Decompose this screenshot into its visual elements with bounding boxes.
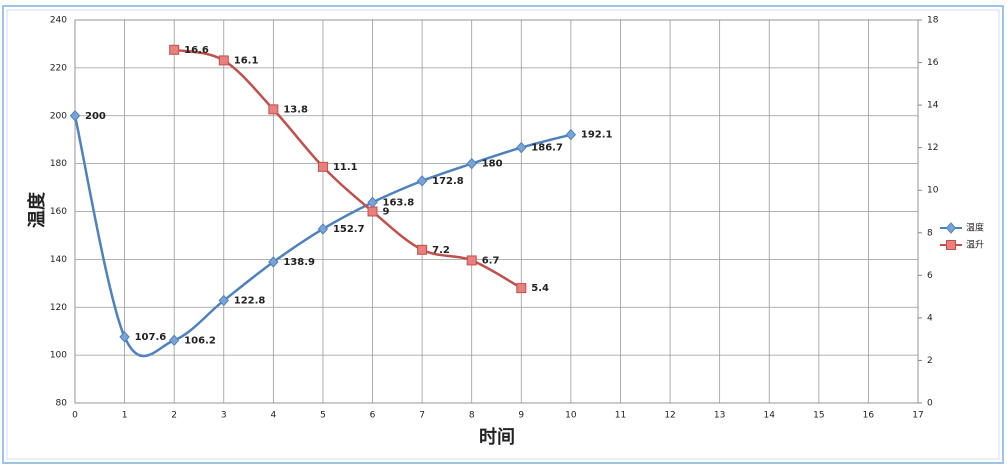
x-tick-label: 0 bbox=[72, 411, 78, 421]
x-tick-label: 15 bbox=[813, 411, 824, 421]
y-tick-label: 200 bbox=[50, 111, 67, 121]
data-label: 9 bbox=[383, 207, 390, 218]
data-label: 106.2 bbox=[184, 335, 216, 346]
legend-marker bbox=[946, 240, 956, 250]
y2-tick-label: 0 bbox=[927, 399, 933, 409]
x-axis-title: 时间 bbox=[479, 427, 515, 448]
series-line bbox=[173, 48, 522, 290]
data-label: 107.6 bbox=[135, 332, 167, 343]
x-tick-label: 2 bbox=[171, 411, 177, 421]
data-point bbox=[119, 331, 130, 343]
y2-tick-label: 4 bbox=[927, 313, 933, 323]
data-point bbox=[516, 141, 527, 154]
y-tick-label: 120 bbox=[50, 303, 67, 313]
data-label: 172.8 bbox=[432, 176, 464, 187]
data-point bbox=[317, 223, 329, 235]
x-tick-label: 10 bbox=[565, 411, 577, 421]
data-label: 122.8 bbox=[234, 296, 266, 307]
legend-marker bbox=[945, 222, 957, 234]
y-tick-label: 180 bbox=[50, 159, 67, 169]
y-tick-label: 220 bbox=[50, 63, 67, 73]
x-tick-label: 17 bbox=[912, 411, 923, 421]
data-point bbox=[169, 44, 180, 55]
data-point bbox=[466, 255, 477, 266]
y-tick-label: 100 bbox=[50, 351, 67, 361]
y2-tick-label: 8 bbox=[927, 228, 933, 238]
data-label: 11.1 bbox=[333, 162, 358, 173]
data-label: 192.1 bbox=[581, 130, 613, 141]
x-tick-label: 16 bbox=[863, 411, 875, 421]
data-point bbox=[367, 206, 378, 217]
data-point bbox=[268, 256, 279, 268]
y-tick-label: 80 bbox=[56, 399, 68, 409]
y2-tick-label: 18 bbox=[927, 16, 939, 26]
data-point bbox=[69, 110, 81, 122]
y-tick-label: 140 bbox=[50, 255, 67, 265]
y2-tick-label: 6 bbox=[927, 271, 933, 281]
legend-label: 温升 bbox=[966, 240, 984, 251]
y2-tick-label: 10 bbox=[927, 186, 939, 196]
y2-tick-label: 2 bbox=[927, 356, 933, 366]
data-label: 152.7 bbox=[333, 224, 365, 235]
data-label: 180 bbox=[482, 159, 503, 170]
data-label: 200 bbox=[85, 111, 106, 122]
data-point bbox=[218, 294, 229, 307]
data-point bbox=[317, 161, 328, 172]
data-label: 13.8 bbox=[283, 104, 308, 115]
x-tick-label: 14 bbox=[764, 411, 776, 421]
data-label: 6.7 bbox=[482, 255, 500, 266]
x-tick-label: 13 bbox=[714, 411, 725, 421]
data-label: 16.6 bbox=[184, 45, 209, 56]
x-tick-label: 6 bbox=[370, 411, 376, 421]
y-axis-title: 温度 bbox=[26, 191, 48, 228]
data-point bbox=[565, 128, 577, 141]
x-tick-label: 1 bbox=[122, 411, 128, 421]
x-tick-label: 7 bbox=[419, 411, 425, 421]
data-point bbox=[169, 334, 180, 347]
data-label: 7.2 bbox=[432, 245, 450, 256]
data-label: 16.1 bbox=[234, 55, 259, 66]
x-tick-label: 4 bbox=[270, 411, 276, 421]
data-label: 5.4 bbox=[531, 283, 549, 294]
x-tick-label: 3 bbox=[221, 411, 227, 421]
chart-frame-inner bbox=[6, 9, 1000, 460]
x-tick-label: 8 bbox=[469, 411, 475, 421]
y-tick-label: 160 bbox=[50, 207, 67, 217]
legend-label: 温度 bbox=[966, 222, 984, 234]
data-label: 186.7 bbox=[531, 143, 563, 154]
data-point bbox=[268, 104, 279, 115]
x-tick-label: 9 bbox=[518, 411, 524, 421]
data-point bbox=[516, 283, 527, 294]
x-tick-label: 12 bbox=[664, 411, 675, 421]
data-point bbox=[417, 244, 428, 255]
y-tick-label: 240 bbox=[50, 16, 67, 26]
y2-tick-label: 16 bbox=[927, 58, 939, 68]
data-label: 163.8 bbox=[383, 197, 415, 208]
x-tick-label: 5 bbox=[320, 411, 326, 421]
data-point bbox=[416, 175, 428, 187]
data-point bbox=[466, 157, 477, 170]
data-point bbox=[218, 55, 229, 66]
y2-tick-label: 14 bbox=[927, 101, 939, 111]
x-tick-label: 11 bbox=[615, 411, 626, 421]
data-label: 138.9 bbox=[283, 257, 315, 268]
y2-tick-label: 12 bbox=[927, 143, 938, 153]
